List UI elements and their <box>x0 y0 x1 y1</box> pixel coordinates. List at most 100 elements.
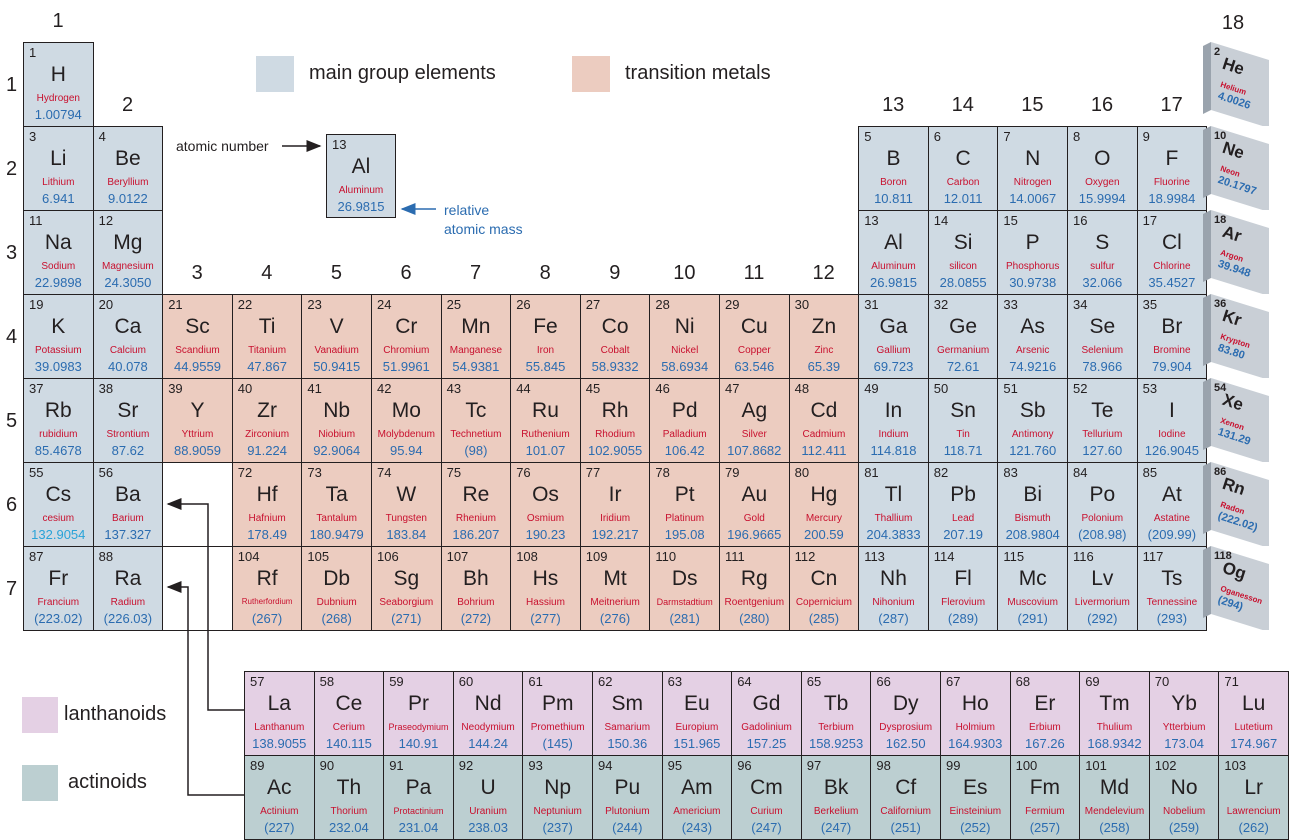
symbol: Nb <box>323 399 351 422</box>
element-cell-pt: 78 Pt Platinum 195.08 <box>649 462 720 547</box>
symbol: Ac <box>267 776 292 799</box>
name: Titanium <box>248 345 287 356</box>
symbol: F <box>1165 147 1179 170</box>
atomic-number: 70 <box>1154 674 1170 689</box>
atomic-number: 67 <box>946 674 961 689</box>
name: Technetium <box>450 429 502 440</box>
mass: 183.84 <box>386 527 427 542</box>
atomic-number: 9 <box>1142 129 1150 144</box>
atomic-number: 98 <box>876 758 891 773</box>
mass: 190.23 <box>525 527 566 542</box>
symbol: Ts <box>1161 567 1183 590</box>
atomic-number: 82 <box>933 465 949 480</box>
actinoid-cell-cm: 96 Cm Curium (247) <box>731 755 802 840</box>
element-cell-ta: 73 Ta Tantalum 180.9479 <box>301 462 372 547</box>
symbol: Cm <box>750 776 783 799</box>
name: Holmium <box>955 722 996 733</box>
atomic-number: 72 <box>237 465 253 480</box>
mass: 63.546 <box>734 359 775 374</box>
mass: 158.9253 <box>808 736 864 751</box>
actinoid-cell-es: 99 Es Einsteinium (252) <box>940 755 1011 840</box>
group-label-7: 7 <box>470 262 482 284</box>
atomic-number: 111 <box>725 549 745 564</box>
name: Californium <box>880 806 931 817</box>
mass: 58.9332 <box>591 359 639 374</box>
atomic-number: 80 <box>794 465 810 480</box>
lanthanoid-cell-tm: 69 Tm Thulium 168.9342 <box>1079 671 1150 756</box>
atomic-number: 93 <box>528 758 543 773</box>
mass: (280) <box>739 611 770 626</box>
element-cell-rf: 104 Rf Rutherfordium (267) <box>231 546 303 631</box>
name: Terbium <box>818 722 854 733</box>
element-cell-sg: 106 Sg Seaborgium (271) <box>371 546 442 631</box>
name: Nihonium <box>872 597 915 608</box>
symbol: Nd <box>474 692 502 715</box>
element-cell-zn: 30 Zn Zinc 65.39 <box>788 294 860 379</box>
element-cell-co: 27 Co Cobalt 58.9332 <box>579 294 651 379</box>
mass: 107.8682 <box>727 443 782 458</box>
name: Dysprosium <box>879 722 933 733</box>
element-cell-cn: 112 Cn Copernicium (285) <box>788 546 860 631</box>
atomic-number-label: atomic number <box>176 138 269 154</box>
element-cell-i: 53 I Iodine 126.9045 <box>1136 378 1208 463</box>
atomic-number: 79 <box>725 465 740 480</box>
mass: 88.9059 <box>173 443 221 458</box>
element-cell-hg: 80 Hg Mercury 200.59 <box>788 462 860 547</box>
atomic-number: 104 <box>237 549 260 564</box>
symbol: P <box>1025 231 1040 254</box>
mass: 151.965 <box>673 736 721 751</box>
mass: 28.0855 <box>939 275 987 290</box>
group-label-4: 4 <box>261 262 273 284</box>
mass: 178.49 <box>247 527 287 542</box>
sample-element-cell: 13 Al Aluminum 26.9815 <box>326 134 396 218</box>
mass: 12.011 <box>943 191 983 206</box>
name: Sodium <box>41 261 76 272</box>
period-label-5: 5 <box>6 410 18 432</box>
name: rubidium <box>39 429 78 440</box>
atomic-number: 106 <box>377 549 399 564</box>
atomic-number: 48 <box>794 381 810 396</box>
mass: 102.9055 <box>587 443 643 458</box>
actinoid-swatch <box>22 765 58 801</box>
atomic-number: 21 <box>168 297 183 312</box>
mass: 157.25 <box>746 736 787 751</box>
mass: 15.9994 <box>1078 191 1126 206</box>
atomic-number: 60 <box>458 674 474 689</box>
lanthanoid-cell-lu: 71 Lu Lutetium 174.967 <box>1218 671 1289 756</box>
name: Tellurium <box>1082 429 1123 440</box>
symbol: Pt <box>674 483 695 506</box>
name: Europium <box>675 722 719 733</box>
atomic-number: 12 <box>98 213 114 228</box>
mass: 18.9984 <box>1148 191 1196 206</box>
mass: 232.04 <box>329 820 369 835</box>
atomic-number: 16 <box>1073 213 1088 228</box>
noble-gas-block-shape <box>1203 210 1269 294</box>
element-cell-fe: 26 Fe Iron 55.845 <box>510 294 581 379</box>
atomic-number: 27 <box>585 297 601 312</box>
name: Copernicium <box>795 597 852 608</box>
name: Francium <box>37 597 80 608</box>
group-label-1: 1 <box>52 10 64 32</box>
name: Ytterbium <box>1162 722 1206 733</box>
group-label-18: 18 <box>1221 12 1245 34</box>
lanthanoid-cell-ho: 67 Ho Holmium 164.9303 <box>940 671 1011 756</box>
symbol: Be <box>115 147 141 170</box>
element-cell-po: 84 Po Polonium (208.98) <box>1067 462 1138 547</box>
atomic-number: 42 <box>377 381 392 396</box>
group-label-17: 17 <box>1160 94 1183 116</box>
symbol: Tl <box>884 483 903 506</box>
main-group-swatch <box>256 56 294 92</box>
name: Astatine <box>1153 513 1190 524</box>
mass: (292) <box>1087 611 1118 626</box>
mass: (247) <box>751 820 782 835</box>
name: Phosphorus <box>1006 261 1060 272</box>
name: Iron <box>536 345 555 356</box>
element-cell-mt: 109 Mt Meitnerium (276) <box>579 546 651 631</box>
element-cell-n: 7 N Nitrogen 14.0067 <box>997 126 1068 211</box>
atomic-number: 44 <box>516 381 531 396</box>
mass: 1.00794 <box>34 107 82 122</box>
atomic-number: 57 <box>250 674 265 689</box>
actinoid-connector <box>166 581 244 796</box>
atomic-number: 78 <box>655 465 670 480</box>
noble-gas-cell-og: 118 Og Oganesson (294) <box>1203 546 1273 630</box>
